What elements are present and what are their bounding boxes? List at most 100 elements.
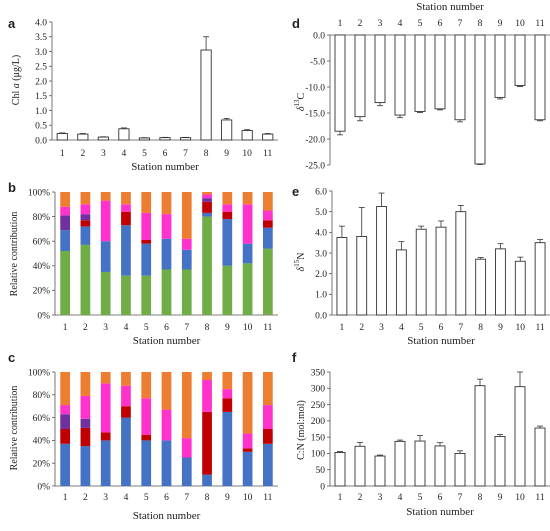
chart-d-bar [414,34,426,112]
chart-c-bar-segment [202,372,212,380]
chart-c-bar-segment [80,372,91,396]
chart-f-y-tick-label: 350 [311,368,326,378]
chart-a-bar [241,130,253,141]
chart-c-x-tick-label: 8 [205,493,210,503]
chart-c-bar-segment [100,432,111,441]
chart-f-x-tick-label: 9 [498,493,503,503]
chart-c-bar-segment [242,433,253,449]
chart-c-bar-segment [262,429,273,444]
chart-b-bar-segment [161,214,172,239]
chart-a-x-tick-label: 4 [122,149,127,159]
chart-c-y-tick-label: 100% [28,368,50,378]
chart-a-bar [200,49,212,141]
chart-e-x-tick-label: 5 [419,323,424,333]
chart-a-x-tick-label: 10 [242,149,252,159]
chart-f-bar [474,385,486,487]
panel-letter-a: a [8,16,16,31]
chart-b-bar-segment [181,238,192,250]
chart-b-x-tick-label: 10 [243,323,253,333]
chart-c-bar-segment [181,457,192,486]
chart-d-y-tick-label: -25.0 [305,161,325,171]
chart-e-ylabel: δ15N [293,253,307,272]
chart-f-x-tick-label: 1 [338,493,343,503]
chart-b-bar-segment [181,249,192,270]
chart-a-y-tick-label: 0.0 [35,136,47,146]
chart-d-x-tick-label: 11 [535,19,544,29]
chart-f-x-tick-label: 8 [478,493,483,503]
chart-a-y-tick-label: 2.5 [35,63,47,73]
chart-a-chl-a: 0.0 0.5 1.0 1.5 2.0 2.5 3.0 3.5 4.0 1 2 3 4 5 6 7 8 9 10 11… [35,18,278,173]
chart-f-bar [334,452,346,487]
chart-f-bar [354,445,366,487]
chart-b-y-tick-label: 60% [33,238,51,248]
chart-c-bar-segment [100,383,111,433]
chart-c-bar-segment [161,440,172,486]
chart-c-bar-segment [141,398,152,435]
panel-letter-d: d [292,16,300,31]
chart-a-bar [138,137,151,141]
chart-a-bar [179,137,192,141]
chart-a-bar [159,137,171,141]
chart-b-bar-segment [202,192,212,195]
chart-e-bar [495,248,506,316]
chart-c-bar-segment [202,411,212,475]
chart-b-x-tick-label: 4 [124,323,129,333]
chart-d-x-tick-label: 3 [378,19,383,29]
chart-f-bar [494,436,506,487]
chart-f-cn-ratio: 0 50 100 150 200 250 300 350 1 2 3 4 5 6 7 8 9 10 11 Statio… [311,368,550,518]
chart-b-bar-segment [202,201,212,213]
chart-b-bar-segment [100,192,111,201]
chart-f-ylabel: C:N (mol:mol) [296,400,307,460]
chart-c-bar-segment [242,448,253,452]
chart-b-bar-segment [141,275,152,315]
chart-d-x-tick-label: 8 [478,19,483,29]
chart-b-bar-segment [222,211,233,220]
chart-b-y-tick-label: 100% [28,188,50,198]
chart-b-bar-segment [242,204,253,244]
chart-c-bar-segment [141,434,152,441]
chart-b-bar-segment [242,192,253,205]
chart-d-bar [474,34,486,165]
chart-c-bar-segment [80,446,91,486]
chart-c-bar-segment [60,443,71,486]
chart-f-bar [374,455,386,487]
chart-b-bar-segment [80,226,91,245]
chart-d-x-tick-label: 7 [458,19,463,29]
chart-c-bar-segment [80,418,91,428]
chart-e-x-tick-label: 7 [458,323,463,333]
chart-e-bar [514,260,526,316]
chart-e-y-tick-label: 2.0 [315,270,327,280]
chart-c-x-tick-label: 3 [103,493,108,503]
panel-letter-e: e [292,184,299,199]
chart-a-y-tick-label: 2.0 [35,77,47,87]
chart-d-x-tick-label: 10 [515,19,525,29]
chart-b-bar-segment [80,214,91,221]
chart-e-x-tick-label: 3 [379,323,384,333]
chart-b-bar-segment [222,192,233,205]
chart-c-bar-segment [121,372,131,386]
chart-a-x-tick-label: 1 [60,149,65,159]
chart-b-bar-segment [262,220,273,228]
chart-f-y-tick-label: 250 [311,401,326,411]
chart-b-x-tick-label: 11 [263,323,272,333]
chart-c-bar-segment [100,440,111,486]
chart-a-x-tick-label: 5 [142,149,147,159]
chart-c-bar-segment [141,372,152,399]
chart-d-y-tick-label: 0.0 [313,31,325,41]
chart-b-bar-segment [141,239,152,244]
chart-b-bar-segment [121,192,131,205]
chart-c-x-tick-label: 9 [225,493,230,503]
chart-b-bar-segment [222,204,233,212]
chart-b-x-title: Station number [133,335,201,347]
chart-a-x-title: Station number [131,161,199,173]
chart-c-y-tick-label: 80% [33,391,51,401]
chart-e-x-tick-label: 9 [498,323,503,333]
chart-f-y-tick-label: 200 [311,417,326,427]
chart-f-bar [394,440,406,487]
chart-b-x-tick-label: 2 [83,323,88,333]
chart-f-x-tick-label: 2 [358,493,363,503]
chart-a-x-tick-label: 2 [80,149,85,159]
chart-a-x-tick-label: 6 [163,149,168,159]
chart-c-bar-segment [262,405,273,429]
